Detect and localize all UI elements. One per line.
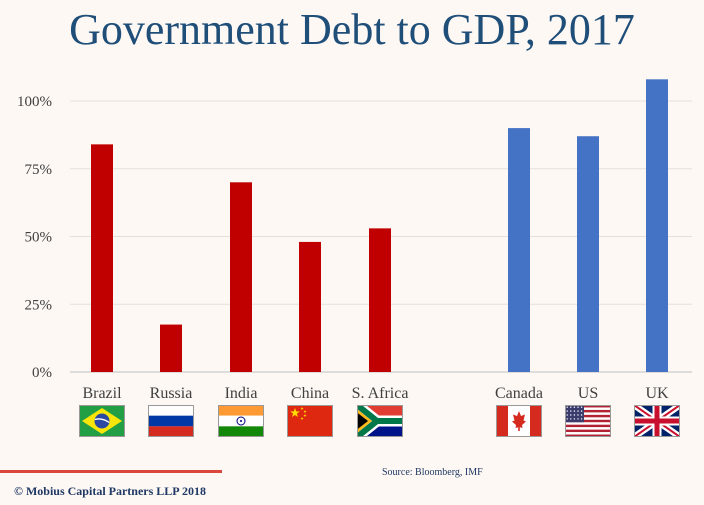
category-label: Russia — [150, 385, 193, 402]
south-africa-flag-icon — [357, 405, 403, 437]
brazil-flag-icon — [79, 405, 125, 437]
y-tick-label: 25% — [25, 297, 53, 313]
category-label: Brazil — [82, 385, 122, 402]
category-label: Canada — [495, 385, 543, 402]
footer-divider — [0, 470, 222, 473]
y-tick-label: 100% — [17, 94, 52, 110]
bar-us — [577, 136, 599, 372]
india-flag-icon — [218, 405, 264, 437]
russia-flag-icon — [148, 405, 194, 437]
y-tick-label: 75% — [25, 162, 53, 178]
category-label: China — [291, 385, 329, 402]
bar-s-africa — [369, 228, 391, 372]
category-label: UK — [645, 385, 669, 402]
us-flag-icon — [565, 405, 611, 437]
uk-flag-icon — [634, 405, 680, 437]
bar-chart: 0% 25% 50% 75% 100% Brazil Russia India China S.… — [17, 79, 692, 437]
category-label: US — [578, 385, 598, 402]
category-labels: Brazil Russia India China S. Africa Canada US U… — [82, 385, 669, 402]
bar-china — [299, 241, 321, 372]
bar-russia — [160, 324, 182, 372]
category-label: India — [225, 385, 258, 402]
chart-title: Government Debt to GDP, 2017 — [69, 5, 635, 54]
y-axis-ticks: 0% 25% 50% 75% 100% — [17, 94, 52, 381]
y-tick-label: 50% — [25, 230, 53, 246]
bar-uk — [646, 79, 668, 372]
copyright-text: © Mobius Capital Partners LLP 2018 — [14, 484, 206, 498]
bar-brazil — [91, 144, 113, 372]
flags — [79, 405, 680, 437]
category-label: S. Africa — [352, 385, 409, 402]
source-note: Source: Bloomberg, IMF — [382, 467, 483, 478]
china-flag-icon — [287, 405, 333, 437]
bars — [91, 79, 668, 372]
y-tick-label: 0% — [32, 365, 52, 381]
bar-india — [230, 182, 252, 372]
bar-canada — [508, 128, 530, 372]
canada-flag-icon — [496, 405, 542, 437]
